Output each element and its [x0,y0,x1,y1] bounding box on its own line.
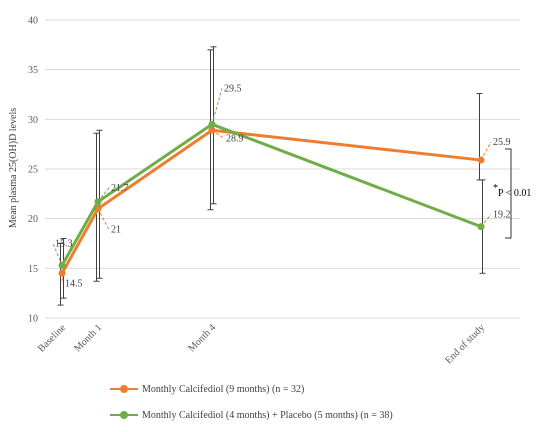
legend-label-series-1: Monthly Calcifediol (9 months) (n = 32) [142,383,305,395]
data-labels: 14.5 21 28.9 25.9 15.3 21.7 29.5 19.2 [52,83,511,289]
data-label-leader [52,243,63,266]
x-axis-ticks: Baseline Month 1 Month 4 End of study [36,322,487,366]
series-line-1 [60,128,482,275]
series-line-2 [60,122,482,267]
data-label: 21 [111,225,121,236]
x-tick-label: Baseline [36,322,69,355]
data-label-leader [61,273,64,284]
error-bar [476,93,483,181]
data-label: 21.7 [111,183,129,194]
legend-swatch-green [110,411,138,419]
error-bars [57,46,486,306]
series-lines [58,120,485,277]
data-label: 25.9 [493,137,511,148]
gridlines [45,19,520,319]
y-tick-label: 25 [28,165,38,176]
y-tick-label: 15 [28,264,38,275]
legend: Monthly Calcifediol (9 months) (n = 32) … [110,380,393,432]
legend-swatch-orange [110,385,138,393]
significance-bracket-line [505,148,512,239]
significance-bracket: * P < 0.01 [493,148,531,239]
data-label-leader [97,187,110,203]
legend-item-series-1: Monthly Calcifediol (9 months) (n = 32) [110,380,393,398]
significance-asterisk: * [493,183,498,194]
y-tick-label: 35 [28,65,38,76]
x-tick-label: End of study [443,322,487,366]
data-label-leader [97,208,110,230]
x-tick-label: Month 4 [186,322,218,354]
data-label: 14.5 [65,278,83,289]
y-tick-label: 10 [28,314,38,325]
data-label: 29.5 [224,83,242,94]
data-label-leader [211,88,223,125]
y-tick-label: 40 [28,16,38,27]
y-axis-label: Mean plasma 25(OH)D levels [8,108,19,228]
legend-label-series-2: Monthly Calcifediol (4 months) + Placebo… [142,409,393,421]
data-label-leader [480,214,492,227]
y-axis-ticks: 10 15 20 25 30 35 40 [28,16,38,325]
data-label: 19.2 [493,210,511,221]
x-tick-label: Month 1 [72,322,104,354]
data-label: 15.3 [55,238,73,249]
y-tick-label: 20 [28,214,38,225]
data-label-leader [480,141,492,161]
data-label-leader [211,129,225,139]
y-tick-label: 30 [28,115,38,126]
legend-item-series-2: Monthly Calcifediol (4 months) + Placebo… [110,406,393,424]
significance-label: P < 0.01 [498,188,531,199]
data-label: 28.9 [226,133,244,144]
